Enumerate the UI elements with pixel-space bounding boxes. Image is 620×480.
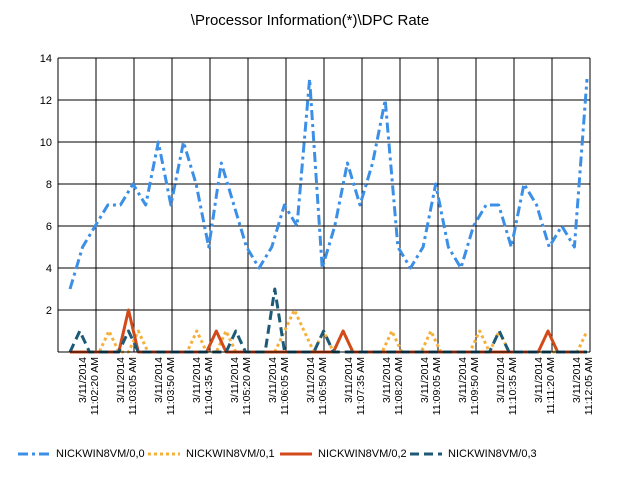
y-tick-label: 4 [46,263,52,275]
svg-text:11:04:35 AM: 11:04:35 AM [203,357,215,415]
x-tick-label: 3/11/2014 11:12:05 AM [571,357,595,415]
x-tick-label: 3/11/2014 11:05:20 AM [229,357,253,415]
svg-text:11:03:05 AM: 11:03:05 AM [127,357,139,415]
x-tick-label: 3/11/2014 11:06:50 AM [305,357,329,415]
y-tick-labels: 2 4 6 8 10 12 14 [40,53,52,317]
legend-label: NICKWIN8VM/0,3 [448,448,537,460]
x-tick-label: 3/11/2014 11:11:20 AM [533,357,557,415]
series-line-3 [68,287,587,354]
svg-text:3/11/2014: 3/11/2014 [419,357,431,403]
svg-text:3/11/2014: 3/11/2014 [191,357,203,403]
svg-text:3/11/2014: 3/11/2014 [115,357,127,403]
svg-text:11:06:50 AM: 11:06:50 AM [317,357,329,415]
chart-title: \Processor Information(*)\DPC Rate [190,12,430,29]
y-tick-label: 6 [46,221,52,233]
legend-label: NICKWIN8VM/0,2 [318,448,407,460]
svg-text:11:09:05 AM: 11:09:05 AM [431,357,443,415]
svg-text:11:07:35 AM: 11:07:35 AM [355,357,367,415]
legend-swatch [148,452,180,456]
svg-text:3/11/2014: 3/11/2014 [343,357,355,403]
legend-swatch [280,452,312,456]
legend-swatch [410,452,442,456]
legend-label: NICKWIN8VM/0,1 [186,448,275,460]
svg-text:11:08:20 AM: 11:08:20 AM [393,357,405,415]
svg-text:11:09:50 AM: 11:09:50 AM [469,357,481,415]
svg-text:11:03:50 AM: 11:03:50 AM [165,357,177,415]
svg-text:3/11/2014: 3/11/2014 [533,357,545,403]
series-line-2 [70,308,587,354]
legend: NICKWIN8VM/0,0 NICKWIN8VM/0,1 NICKWIN8VM/0… [18,444,618,464]
x-tick-label: 3/11/2014 11:09:05 AM [419,357,443,415]
y-tick-label: 10 [40,137,52,149]
svg-text:3/11/2014: 3/11/2014 [153,357,165,403]
x-tick-label: 3/11/2014 11:09:50 AM [457,357,481,415]
svg-text:11:05:20 AM: 11:05:20 AM [241,357,253,415]
svg-text:11:06:05 AM: 11:06:05 AM [279,357,291,415]
x-tick-label: 3/11/2014 11:02:20 AM [77,357,101,415]
svg-text:11:11:20 AM: 11:11:20 AM [545,357,557,414]
series-line-1 [70,308,589,354]
svg-text:3/11/2014: 3/11/2014 [267,357,279,403]
svg-text:3/11/2014: 3/11/2014 [229,357,241,403]
y-tick-label: 2 [46,305,52,317]
series-lines [68,77,589,354]
legend-item: NICKWIN8VM/0,2 [280,444,407,464]
x-tick-label: 3/11/2014 11:06:05 AM [267,357,291,415]
svg-text:3/11/2014: 3/11/2014 [381,357,393,403]
y-tick-label: 12 [40,95,52,107]
x-tick-label: 3/11/2014 11:03:05 AM [115,357,139,415]
svg-text:3/11/2014: 3/11/2014 [305,357,317,403]
svg-text:3/11/2014: 3/11/2014 [457,357,469,403]
svg-text:11:10:35 AM: 11:10:35 AM [507,357,519,415]
legend-item: NICKWIN8VM/0,1 [148,444,275,464]
legend-item: NICKWIN8VM/0,0 [18,444,145,464]
svg-text:3/11/2014: 3/11/2014 [77,357,89,403]
legend-item: NICKWIN8VM/0,3 [410,444,537,464]
x-tick-label: 3/11/2014 11:08:20 AM [381,357,405,415]
x-tick-label: 3/11/2014 11:04:35 AM [191,357,215,415]
svg-text:3/11/2014: 3/11/2014 [495,357,507,403]
grid-lines [58,57,591,352]
svg-text:11:02:20 AM: 11:02:20 AM [89,357,101,415]
x-tick-label: 3/11/2014 11:07:35 AM [343,357,367,415]
axes [57,58,590,353]
svg-text:11:12:05 AM: 11:12:05 AM [583,357,595,415]
x-tick-label: 3/11/2014 11:03:50 AM [153,357,177,415]
series-line-0 [68,77,589,290]
x-tick-labels: 3/11/2014 11:02:20 AM 3/11/2014 11:03:05 AM… [77,357,595,415]
svg-text:3/11/2014: 3/11/2014 [571,357,583,403]
y-tick-label: 14 [40,53,52,65]
legend-label: NICKWIN8VM/0,0 [56,448,145,460]
y-tick-label: 8 [46,179,52,191]
legend-swatch [18,452,50,456]
x-tick-label: 3/11/2014 11:10:35 AM [495,357,519,415]
